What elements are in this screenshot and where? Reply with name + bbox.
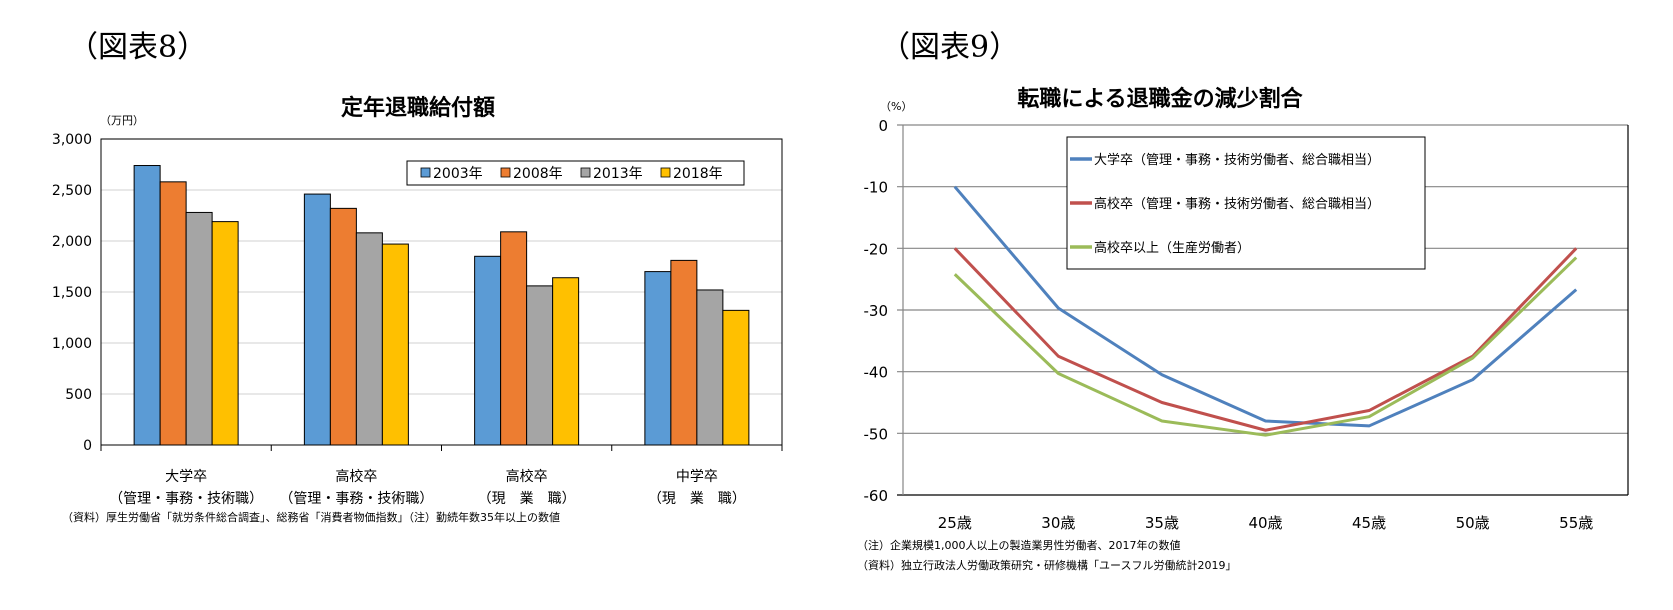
legend-box [406, 160, 745, 186]
x-tick-label-sub: （現 業 職） [478, 491, 576, 507]
y-tick-label: -50 [864, 425, 889, 443]
y-tick-label: 2,500 [52, 183, 92, 199]
legend-label: 高校卒（管理・事務・技術労働者、総合職相当） [1094, 196, 1380, 212]
bar [159, 181, 187, 446]
y-tick-label: 1,500 [52, 285, 92, 301]
legend-label: 高校卒以上（生産労働者） [1094, 240, 1250, 256]
y-tick-label: 3,000 [52, 132, 92, 148]
y-tick-label: 0 [878, 117, 888, 135]
x-tick-label: 50歳 [1456, 514, 1490, 532]
bar [185, 211, 213, 446]
y-tick-label: -30 [864, 302, 889, 320]
x-tick-label: 中学卒 [676, 469, 718, 485]
bar [500, 231, 528, 446]
series-line [953, 247, 1578, 432]
legend-label: 2018年 [673, 166, 723, 182]
bar [329, 207, 357, 446]
x-tick-label: 高校卒 [335, 468, 377, 485]
y-tick-label: 1,000 [52, 336, 92, 352]
bar [474, 255, 502, 446]
legend: 2003年 2008年 2013年 2018年 [406, 160, 745, 186]
source-note: （資料）厚生労働省「就労条件総合調査」、総務省「消費者物価指数」（注）勤続年数3… [62, 510, 560, 524]
chart-title: 定年退職給付額 [341, 95, 495, 121]
bar [644, 271, 672, 446]
legend-label: 大学卒（管理・事務・技術労働者、総合職相当） [1094, 152, 1380, 168]
y-tick-label: -60 [864, 487, 889, 505]
legend-label: 2013年 [593, 166, 643, 182]
x-tick-label: 高校卒 [506, 468, 548, 485]
bar [696, 289, 724, 446]
bar-chart-retirement-benefits: 定年退職給付額 （万円） 0 500 1,000 1,500 2,000 2,500 3,0… [52, 95, 783, 524]
legend-swatch [660, 167, 671, 178]
figure-9-label: （図表9） [880, 30, 1020, 65]
bar [355, 232, 383, 446]
legend-swatch [580, 167, 591, 178]
series-line [953, 185, 1578, 428]
bar [133, 165, 161, 446]
chart-title: 転職による退職金の減少割合 [1017, 86, 1303, 112]
note: （注）企業規模1,000人以上の製造業男性労働者、2017年の数値 [857, 538, 1180, 552]
y-tick-label: -20 [864, 240, 889, 258]
legend-box [1066, 136, 1426, 270]
bar [526, 285, 554, 446]
x-tick-label-sub: （管理・事務・技術職） [279, 491, 433, 507]
x-tick-label-sub: （管理・事務・技術職） [109, 491, 263, 507]
legend: 大学卒（管理・事務・技術労働者、総合職相当） 高校卒（管理・事務・技術労働者、総合… [1066, 136, 1426, 270]
x-tick-label: 30歳 [1041, 514, 1075, 532]
bar [211, 221, 239, 446]
x-tick-label: 大学卒 [165, 469, 207, 485]
bar [552, 277, 580, 446]
y-tick-label: -40 [864, 364, 889, 382]
legend-swatch [500, 167, 511, 178]
x-tick-label: 35歳 [1145, 514, 1179, 532]
series-line [953, 256, 1578, 437]
bar [381, 243, 409, 446]
y-tick-label: 0 [83, 438, 92, 454]
legend-swatch [420, 167, 431, 178]
bar [303, 193, 331, 446]
source-note: （資料）独立行政法人労働政策研究・研修機構「ユースフル労働統計2019」 [857, 558, 1236, 572]
y-tick-label: -10 [864, 179, 889, 197]
bar [722, 309, 750, 446]
x-tick-label: 40歳 [1248, 514, 1282, 532]
y-tick-label: 500 [65, 387, 92, 403]
legend-label: 2003年 [433, 166, 483, 182]
x-tick-label: 45歳 [1352, 514, 1386, 532]
x-tick-label: 55歳 [1559, 514, 1593, 532]
x-tick-label: 25歳 [938, 514, 972, 532]
x-tick-label-sub: （現 業 職） [648, 491, 746, 507]
y-tick-label: 2,000 [52, 234, 92, 250]
y-axis-unit: （万円） [100, 114, 144, 127]
figure-8-label: （図表8） [68, 30, 208, 65]
legend-label: 2008年 [513, 166, 563, 182]
y-axis-unit: （%） [880, 100, 912, 113]
bar [670, 259, 698, 446]
